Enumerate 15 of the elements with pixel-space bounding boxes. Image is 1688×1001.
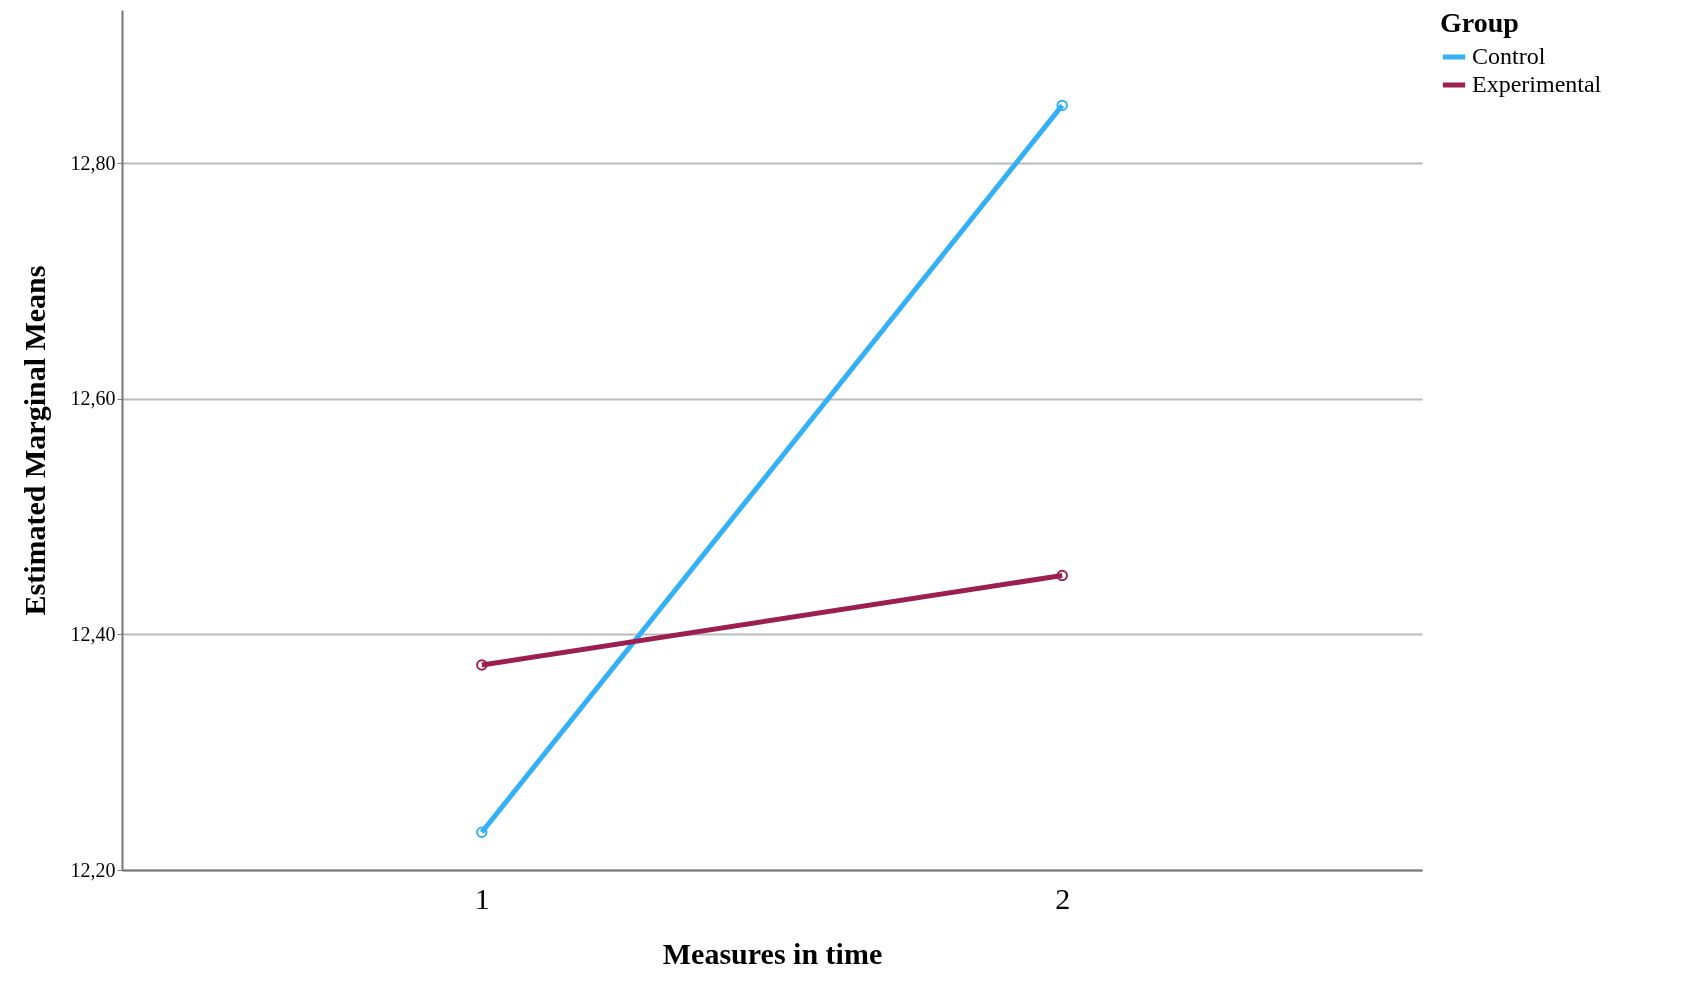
y-tick-label: 12,60 bbox=[70, 387, 116, 410]
legend-label: Experimental bbox=[1472, 71, 1602, 97]
y-tick-label: 12,20 bbox=[70, 858, 116, 881]
y-tick-label: 12,40 bbox=[70, 622, 116, 645]
point bbox=[1056, 569, 1068, 582]
x-tick-label: 1 bbox=[474, 881, 490, 915]
point bbox=[476, 659, 488, 671]
point bbox=[476, 826, 488, 839]
y-axis-title: Estimated Marginal Means bbox=[17, 265, 51, 616]
y-tick-label: 12,80 bbox=[70, 151, 116, 174]
x-tick-label: 2 bbox=[1055, 881, 1071, 915]
legend-title: Group bbox=[1440, 7, 1519, 38]
point bbox=[1056, 99, 1068, 112]
x-axis-title: Measures in time bbox=[662, 936, 883, 970]
legend-label: Control bbox=[1472, 43, 1546, 69]
